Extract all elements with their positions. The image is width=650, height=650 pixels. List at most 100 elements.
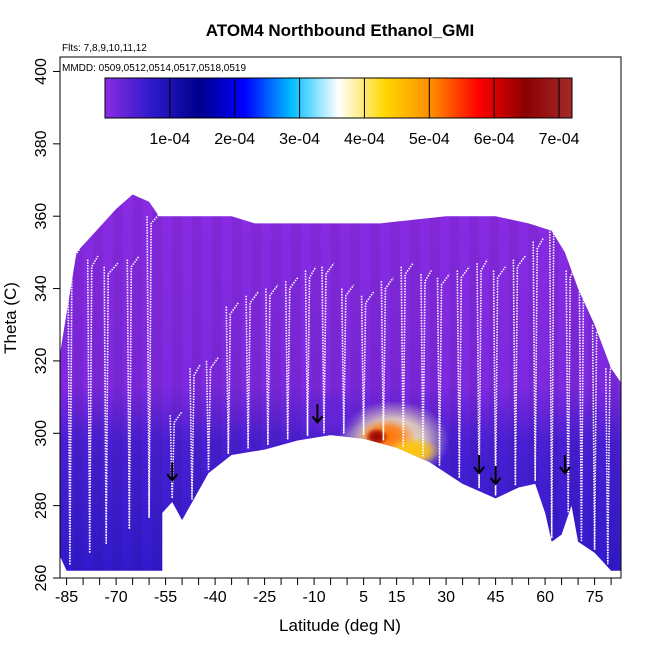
stripe bbox=[211, 194, 222, 571]
arrow-marker-head bbox=[559, 466, 571, 475]
x-tick-label: 75 bbox=[586, 589, 604, 606]
flight-profile bbox=[205, 356, 220, 471]
flight-profile bbox=[225, 302, 239, 455]
flight-profile bbox=[512, 255, 526, 487]
flight-profile bbox=[548, 219, 561, 539]
y-tick-label: 380 bbox=[33, 130, 50, 157]
stripe bbox=[350, 194, 361, 571]
flight-profile bbox=[126, 255, 140, 530]
flight-profile bbox=[360, 291, 375, 436]
colorbar: 1e-04 2e-04 3e-04 4e-04 5e-04 6e-04 7e-04 bbox=[104, 77, 580, 148]
plot-area bbox=[59, 56, 622, 579]
y-tick-label: 280 bbox=[33, 492, 50, 519]
concentration-field bbox=[60, 194, 621, 571]
stripe bbox=[93, 194, 103, 571]
arrow-marker-head bbox=[166, 473, 178, 482]
stripe bbox=[330, 194, 341, 571]
arrow-marker-head bbox=[489, 477, 502, 486]
x-tick-label: -10 bbox=[303, 589, 326, 606]
flight-profile bbox=[565, 266, 576, 513]
colorbar-tick-label: 4e-04 bbox=[344, 131, 385, 148]
arrow-marker-head bbox=[473, 466, 485, 475]
colorbar-tick-label: 7e-04 bbox=[539, 131, 580, 148]
x-tick-label: -85 bbox=[55, 589, 78, 606]
y-tick-label: 400 bbox=[33, 58, 50, 85]
x-tick-label: -70 bbox=[105, 589, 128, 606]
y-axis-label: Theta (C) bbox=[1, 282, 20, 354]
stripe bbox=[370, 194, 381, 571]
flight-profile bbox=[189, 364, 201, 500]
x-tick-label: -25 bbox=[253, 589, 276, 606]
colorbar-tick-label: 6e-04 bbox=[474, 131, 515, 148]
stripe bbox=[291, 194, 301, 571]
flight-profile bbox=[304, 266, 317, 437]
stripe bbox=[607, 194, 618, 571]
y-tick-label: 320 bbox=[33, 347, 50, 374]
stripe bbox=[429, 194, 440, 571]
stripe bbox=[469, 194, 480, 571]
stripe bbox=[271, 194, 282, 571]
flight-profile bbox=[380, 277, 394, 442]
stripe bbox=[449, 194, 460, 571]
ethanol-plume bbox=[365, 427, 389, 446]
stripe bbox=[508, 194, 519, 571]
flight-profile bbox=[578, 284, 589, 542]
plot-frame bbox=[59, 56, 622, 579]
x-tick-label: 30 bbox=[437, 589, 455, 606]
flight-profile bbox=[532, 237, 545, 482]
stripe bbox=[409, 194, 420, 571]
flight-profile bbox=[605, 364, 612, 565]
stripe bbox=[152, 194, 163, 571]
stripe bbox=[172, 194, 183, 571]
flight-profile bbox=[284, 277, 299, 441]
stripe bbox=[73, 194, 84, 571]
colorbar-gradient bbox=[104, 77, 573, 119]
x-tick-label: 60 bbox=[536, 589, 554, 606]
flight-profile bbox=[245, 291, 259, 450]
flight-profile bbox=[86, 255, 99, 554]
y-tick-label: 340 bbox=[33, 275, 50, 302]
stripe bbox=[390, 194, 400, 571]
stripe bbox=[192, 194, 202, 571]
x-axis-label: Latitude (deg N) bbox=[279, 616, 401, 635]
flight-profile bbox=[103, 262, 119, 544]
colorbar-tick-label: 1e-04 bbox=[149, 131, 190, 148]
y-tick-label: 360 bbox=[33, 203, 50, 230]
flight-profile bbox=[456, 266, 470, 479]
dates-note: MMDD: 0509,0512,0514,0517,0518,0519 bbox=[62, 63, 246, 74]
y-axis: 260 280 300 320 340 360 380 400 bbox=[33, 58, 60, 591]
flight-profile bbox=[400, 262, 414, 448]
stripe bbox=[568, 194, 579, 571]
colorbar-tick-label: 3e-04 bbox=[279, 131, 320, 148]
ethanol-plume bbox=[297, 393, 364, 437]
x-tick-label: -55 bbox=[154, 589, 177, 606]
x-axis: -85 -70 -55 -40 -25 -10 5 15 30 45 60 75 bbox=[55, 578, 612, 606]
arrow-marker-head bbox=[311, 415, 324, 424]
flight-profile bbox=[420, 270, 432, 457]
ethanol-plume bbox=[386, 436, 440, 466]
stripe bbox=[231, 194, 242, 571]
flight-profile bbox=[476, 259, 488, 489]
flight-profile bbox=[492, 266, 507, 496]
x-tick-label: 45 bbox=[487, 589, 505, 606]
stripe bbox=[112, 194, 123, 571]
stripe bbox=[132, 194, 143, 571]
x-tick-label: 5 bbox=[359, 589, 368, 606]
stripe bbox=[528, 194, 539, 571]
stripe bbox=[251, 194, 262, 571]
y-tick-label: 300 bbox=[33, 420, 50, 447]
y-tick-label: 260 bbox=[33, 565, 50, 592]
flight-track bbox=[67, 212, 612, 566]
colorbar-tick-label: 5e-04 bbox=[409, 131, 450, 148]
flight-profile bbox=[67, 248, 81, 566]
flight-profile bbox=[591, 320, 602, 550]
stripe bbox=[310, 194, 321, 571]
x-tick-label: -40 bbox=[204, 589, 227, 606]
colorbar-tick-label: 2e-04 bbox=[214, 131, 255, 148]
arrow-markers bbox=[166, 404, 571, 486]
chart-title: ATOM4 Northbound Ethanol_GMI bbox=[206, 21, 475, 40]
flights-note: Flts: 7,8,9,10,11,12 bbox=[62, 43, 147, 54]
x-tick-label: 15 bbox=[388, 589, 406, 606]
flight-profile bbox=[169, 411, 183, 500]
